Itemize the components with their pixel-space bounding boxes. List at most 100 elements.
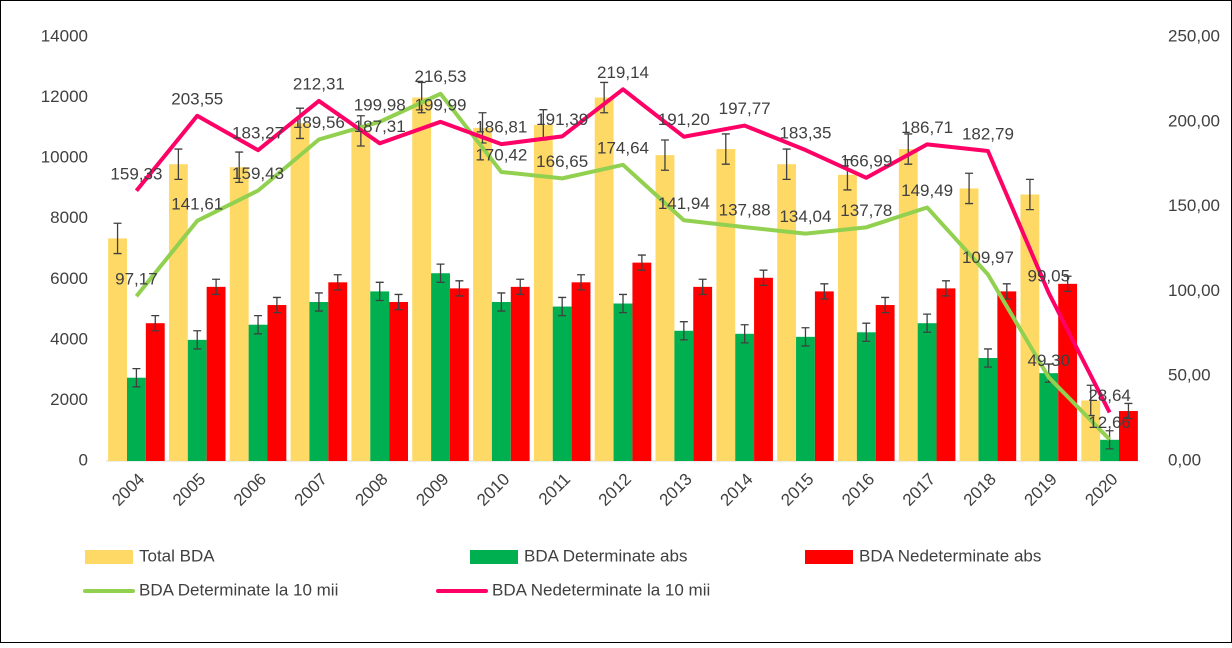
- error-bar: [212, 278, 221, 296]
- bar: [613, 303, 633, 461]
- error-bar: [132, 367, 141, 388]
- bar: [552, 306, 572, 461]
- bar: [145, 323, 165, 461]
- bar: [187, 339, 207, 461]
- bar: [796, 336, 815, 461]
- line: [134, 87, 1112, 414]
- data-label: 186,81: [475, 118, 527, 137]
- error-bar: [455, 280, 464, 297]
- data-label: 199,99: [415, 95, 467, 114]
- bar: [856, 332, 876, 461]
- bar: [997, 291, 1017, 461]
- error-bar: [193, 330, 202, 350]
- y-tick-label: 4000: [50, 329, 88, 348]
- data-label: 203,55: [171, 89, 223, 108]
- error-bar: [600, 81, 609, 114]
- bar: [126, 377, 146, 461]
- bar: [267, 305, 287, 461]
- error-bar: [314, 292, 323, 312]
- data-label: 212,31: [293, 74, 345, 93]
- data-label: 174,64: [597, 138, 649, 157]
- y-tick-label: 2000: [50, 390, 88, 409]
- bar: [108, 238, 127, 461]
- data-label: 187,31: [354, 117, 406, 136]
- error-bar: [820, 283, 829, 300]
- bar: [936, 288, 956, 461]
- data-label: 183,35: [779, 124, 831, 143]
- legend-label: BDA Determinate abs: [524, 546, 687, 565]
- legend-label: BDA Nedeterminate abs: [859, 546, 1041, 565]
- error-bar: [904, 133, 913, 165]
- y-tick-label: 0: [79, 450, 88, 469]
- error-bar: [660, 139, 669, 171]
- bar: [510, 286, 530, 461]
- bar: [491, 302, 511, 461]
- error-bar: [1025, 178, 1034, 211]
- error-bar: [296, 107, 305, 140]
- error-bar: [235, 151, 244, 184]
- legend-swatch: [85, 550, 133, 564]
- bar: [1039, 373, 1059, 461]
- legend-label: BDA Nedeterminate la 10 mii: [492, 580, 710, 599]
- error-bar: [516, 278, 525, 296]
- y2-tick-label: 250,00: [1168, 26, 1220, 45]
- bar: [431, 273, 450, 461]
- error-bar: [113, 222, 122, 255]
- error-bar: [375, 281, 384, 302]
- data-label: 191,39: [536, 110, 588, 129]
- y2-tick-label: 200,00: [1168, 111, 1220, 130]
- error-bar: [1105, 430, 1114, 450]
- error-bar: [941, 280, 950, 297]
- y2-tick-label: 150,00: [1168, 196, 1220, 215]
- data-label: 197,77: [719, 99, 771, 118]
- error-bar: [965, 172, 974, 205]
- y2-tick-label: 0,00: [1168, 450, 1201, 469]
- bar: [917, 323, 937, 461]
- error-bar: [698, 278, 707, 296]
- error-bar: [151, 314, 160, 332]
- bar: [735, 333, 755, 461]
- legend-label: BDA Determinate la 10 mii: [139, 580, 338, 599]
- error-bar: [333, 274, 342, 291]
- error-bar: [983, 348, 992, 368]
- bar: [594, 97, 614, 462]
- bar: [229, 167, 249, 461]
- data-label: 141,94: [658, 194, 710, 213]
- bar: [412, 97, 432, 462]
- bar: [449, 288, 469, 461]
- bar: [978, 358, 998, 461]
- error-bar: [740, 324, 749, 344]
- error-bar: [759, 269, 768, 286]
- error-bar: [558, 296, 567, 317]
- data-label: 170,42: [475, 145, 527, 164]
- error-bar: [801, 327, 810, 347]
- error-bar: [436, 263, 445, 283]
- bar: [290, 123, 310, 462]
- bar: [248, 324, 268, 461]
- error-bar: [782, 148, 791, 180]
- bar: [875, 305, 895, 461]
- data-label: 216,53: [415, 67, 467, 86]
- data-label: 189,56: [293, 113, 345, 132]
- error-bar: [679, 321, 688, 341]
- bar: [777, 164, 797, 461]
- legend-label: Total BDA: [139, 546, 215, 565]
- data-label: 186,71: [901, 118, 953, 137]
- error-bar: [843, 159, 852, 191]
- data-label: 183,27: [232, 124, 284, 143]
- data-label: 137,88: [719, 201, 771, 220]
- data-label: 159,33: [110, 164, 162, 183]
- data-label: 182,79: [962, 124, 1014, 143]
- bar: [370, 291, 390, 461]
- data-label: 166,65: [536, 152, 588, 171]
- bar: [533, 124, 553, 461]
- data-label: 137,78: [840, 201, 892, 220]
- error-bar: [1063, 275, 1072, 293]
- bar: [838, 174, 857, 462]
- data-label: 191,20: [658, 110, 710, 129]
- error-bar: [254, 314, 263, 335]
- data-label: 199,98: [354, 95, 406, 114]
- data-label: 134,04: [779, 207, 831, 226]
- bar: [309, 302, 329, 461]
